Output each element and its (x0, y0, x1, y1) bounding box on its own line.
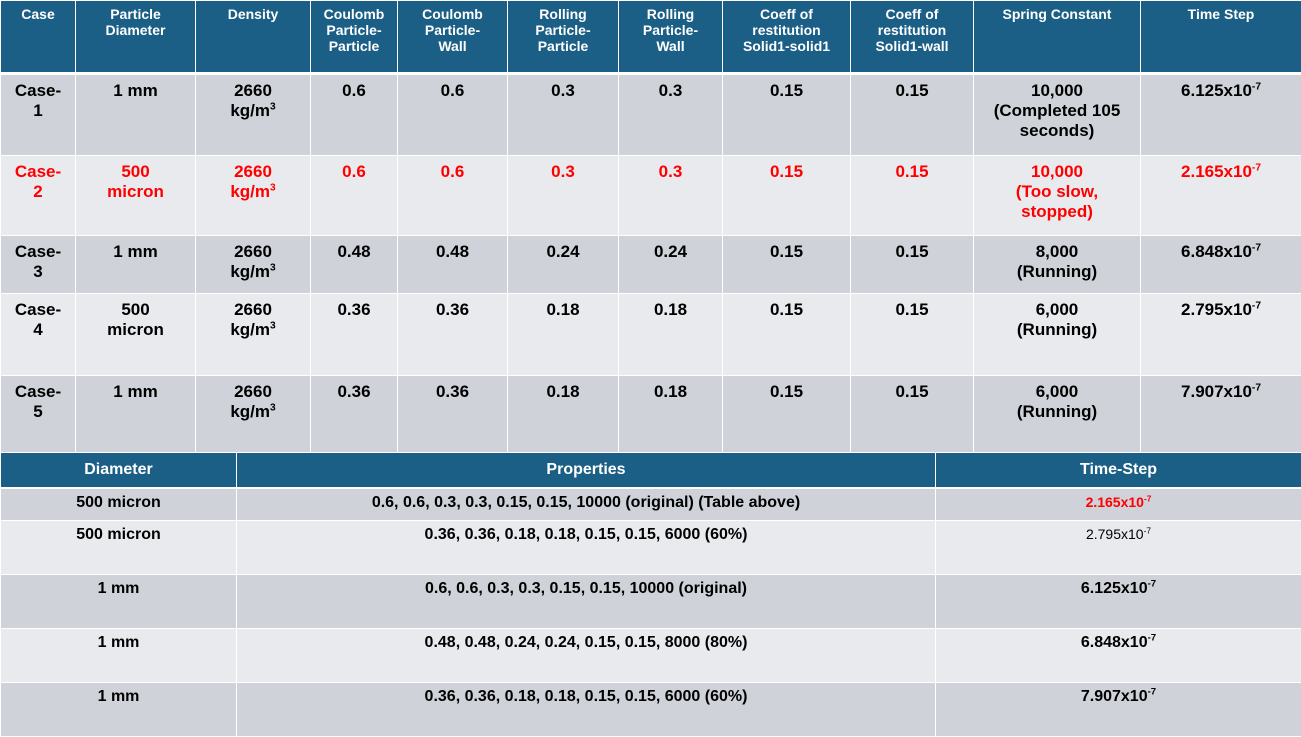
header-diameter: Diameter (1, 453, 237, 489)
header-time-step: Time Step (1141, 1, 1301, 74)
cell-rolling-pp: 0.3 (508, 74, 619, 156)
cell-case: Case- 4 (1, 294, 76, 376)
cell-properties: 0.48, 0.48, 0.24, 0.24, 0.15, 0.15, 8000… (237, 628, 936, 682)
cell-density: 2660 kg/m3 (196, 376, 311, 454)
cell-diameter: 500 micron (1, 520, 237, 574)
cell-cor-solid-solid: 0.15 (723, 294, 851, 376)
cell-cor-solid-solid: 0.15 (723, 156, 851, 236)
cell-diameter: 1 mm (76, 376, 196, 454)
header-properties: Properties (237, 453, 936, 489)
cell-cor-solid-solid: 0.15 (723, 74, 851, 156)
cell-coulomb-pp: 0.36 (311, 376, 398, 454)
cell-properties: 0.6, 0.6, 0.3, 0.3, 0.15, 0.15, 10000 (o… (237, 574, 936, 628)
cell-time-step: 2.165x10-7 (1141, 156, 1301, 236)
cell-cor-solid-solid: 0.15 (723, 236, 851, 294)
cell-rolling-pw: 0.18 (619, 294, 723, 376)
cell-case: Case- 3 (1, 236, 76, 294)
header-spring-constant: Spring Constant (974, 1, 1141, 74)
cell-density: 2660 kg/m3 (196, 236, 311, 294)
header-cor-solid-wall: Coeff of restitution Solid1-wall (851, 1, 974, 74)
cell-rolling-pw: 0.3 (619, 74, 723, 156)
cell-time-step: 2.165x10-7 (936, 488, 1301, 520)
time-step-summary-table: Diameter Properties Time-Step 500 micron… (0, 452, 1301, 737)
cell-rolling-pp: 0.18 (508, 376, 619, 454)
cell-coulomb-pw: 0.6 (398, 74, 508, 156)
header-density: Density (196, 1, 311, 74)
cell-rolling-pw: 0.24 (619, 236, 723, 294)
cell-case: Case- 1 (1, 74, 76, 156)
cell-time-step: 6.848x10-7 (1141, 236, 1301, 294)
cell-rolling-pp: 0.24 (508, 236, 619, 294)
cell-time-step: 7.907x10-7 (936, 682, 1301, 736)
cell-diameter: 500 micron (1, 488, 237, 520)
header-coulomb-pp: Coulomb Particle- Particle (311, 1, 398, 74)
cell-properties: 0.36, 0.36, 0.18, 0.18, 0.15, 0.15, 6000… (237, 682, 936, 736)
cell-coulomb-pw: 0.6 (398, 156, 508, 236)
cell-diameter: 1 mm (1, 628, 237, 682)
cell-rolling-pp: 0.18 (508, 294, 619, 376)
cell-time-step: 6.125x10-7 (1141, 74, 1301, 156)
cell-spring-constant: 8,000 (Running) (974, 236, 1141, 294)
cell-spring-constant: 6,000 (Running) (974, 376, 1141, 454)
cell-time-step: 6.848x10-7 (936, 628, 1301, 682)
cell-spring-constant: 6,000 (Running) (974, 294, 1141, 376)
header-rolling-pw: Rolling Particle- Wall (619, 1, 723, 74)
cell-cor-solid-wall: 0.15 (851, 74, 974, 156)
cell-cor-solid-wall: 0.15 (851, 376, 974, 454)
cell-cor-solid-solid: 0.15 (723, 376, 851, 454)
cell-density: 2660 kg/m3 (196, 294, 311, 376)
cell-coulomb-pw: 0.36 (398, 376, 508, 454)
cell-properties: 0.6, 0.6, 0.3, 0.3, 0.15, 0.15, 10000 (o… (237, 488, 936, 520)
cell-diameter: 1 mm (76, 236, 196, 294)
cell-time-step: 2.795x10-7 (936, 520, 1301, 574)
cell-diameter: 1 mm (1, 682, 237, 736)
cell-coulomb-pw: 0.48 (398, 236, 508, 294)
cell-diameter: 1 mm (1, 574, 237, 628)
header-rolling-pp: Rolling Particle- Particle (508, 1, 619, 74)
cell-cor-solid-wall: 0.15 (851, 156, 974, 236)
cell-case: Case- 5 (1, 376, 76, 454)
cell-density: 2660 kg/m3 (196, 74, 311, 156)
header-time-step: Time-Step (936, 453, 1301, 489)
cell-spring-constant: 10,000 (Completed 105 seconds) (974, 74, 1141, 156)
simulation-cases-table: Case Particle Diameter Density Coulomb P… (0, 0, 1301, 454)
header-cor-solid-solid: Coeff of restitution Solid1-solid1 (723, 1, 851, 74)
cell-density: 2660 kg/m3 (196, 156, 311, 236)
table-header-row: Diameter Properties Time-Step (1, 453, 1301, 489)
cell-rolling-pp: 0.3 (508, 156, 619, 236)
cell-properties: 0.36, 0.36, 0.18, 0.18, 0.15, 0.15, 6000… (237, 520, 936, 574)
header-case: Case (1, 1, 76, 74)
cell-coulomb-pp: 0.48 (311, 236, 398, 294)
cell-coulomb-pp: 0.6 (311, 74, 398, 156)
cell-rolling-pw: 0.18 (619, 376, 723, 454)
cell-cor-solid-wall: 0.15 (851, 294, 974, 376)
cell-diameter: 1 mm (76, 74, 196, 156)
cell-coulomb-pp: 0.6 (311, 156, 398, 236)
cell-rolling-pw: 0.3 (619, 156, 723, 236)
cell-time-step: 7.907x10-7 (1141, 376, 1301, 454)
cell-coulomb-pw: 0.36 (398, 294, 508, 376)
cell-case: Case- 2 (1, 156, 76, 236)
cell-cor-solid-wall: 0.15 (851, 236, 974, 294)
header-particle-diameter: Particle Diameter (76, 1, 196, 74)
cell-coulomb-pp: 0.36 (311, 294, 398, 376)
cell-spring-constant: 10,000 (Too slow, stopped) (974, 156, 1141, 236)
cell-diameter: 500 micron (76, 156, 196, 236)
table-header-row: Case Particle Diameter Density Coulomb P… (1, 1, 1301, 74)
header-coulomb-pw: Coulomb Particle- Wall (398, 1, 508, 74)
cell-time-step: 6.125x10-7 (936, 574, 1301, 628)
cell-diameter: 500 micron (76, 294, 196, 376)
cell-time-step: 2.795x10-7 (1141, 294, 1301, 376)
